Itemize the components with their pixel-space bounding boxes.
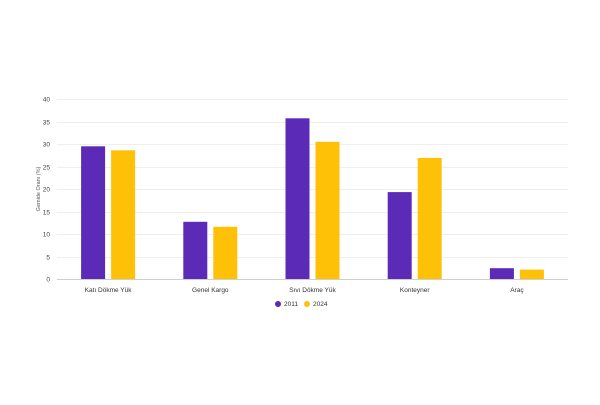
x-tick-label: Araç [510,287,524,294]
legend-marker-2011 [275,301,281,307]
y-tick-label: 0 [46,277,50,284]
bar-2024-1 [213,226,238,279]
y-tick-label: 10 [43,232,51,239]
y-axis-ticks: 0 5 10 15 20 25 30 35 40 [43,97,51,284]
x-tick-label: Genel Kargo [192,287,229,294]
bar-2011-1 [183,221,208,279]
x-axis-ticks: Katı Dökme Yük Genel Kargo Sıvı Dökme Yük K… [85,287,525,294]
bar-2024-0 [111,150,136,279]
x-tick-label: Katı Dökme Yük [85,287,133,294]
legend-label: 2024 [313,301,328,308]
y-tick-label: 30 [43,142,51,149]
bar-2011-2 [285,118,310,279]
x-tick-label: Sıvı Dökme Yük [289,287,336,294]
y-tick-label: 40 [43,97,51,104]
bar-2024-3 [417,157,442,279]
bar-2011-3 [387,192,412,279]
bar-2011-4 [489,268,514,279]
y-tick-label: 35 [43,120,51,127]
legend: 2011 2024 [275,301,328,308]
legend-label: 2011 [284,301,298,308]
y-tick-label: 5 [46,255,50,262]
bar-2011-0 [81,146,106,280]
y-tick-label: 25 [43,165,51,172]
bars [81,118,544,280]
bar-2024-2 [315,141,340,280]
legend-marker-2024 [304,301,310,307]
y-axis-label: Gemide Oranı (%) [36,167,42,212]
y-tick-label: 20 [43,187,51,194]
x-tick-label: Konteyner [400,287,430,294]
bar-2024-4 [519,269,544,279]
y-tick-label: 15 [43,210,51,217]
gridlines [57,99,568,258]
